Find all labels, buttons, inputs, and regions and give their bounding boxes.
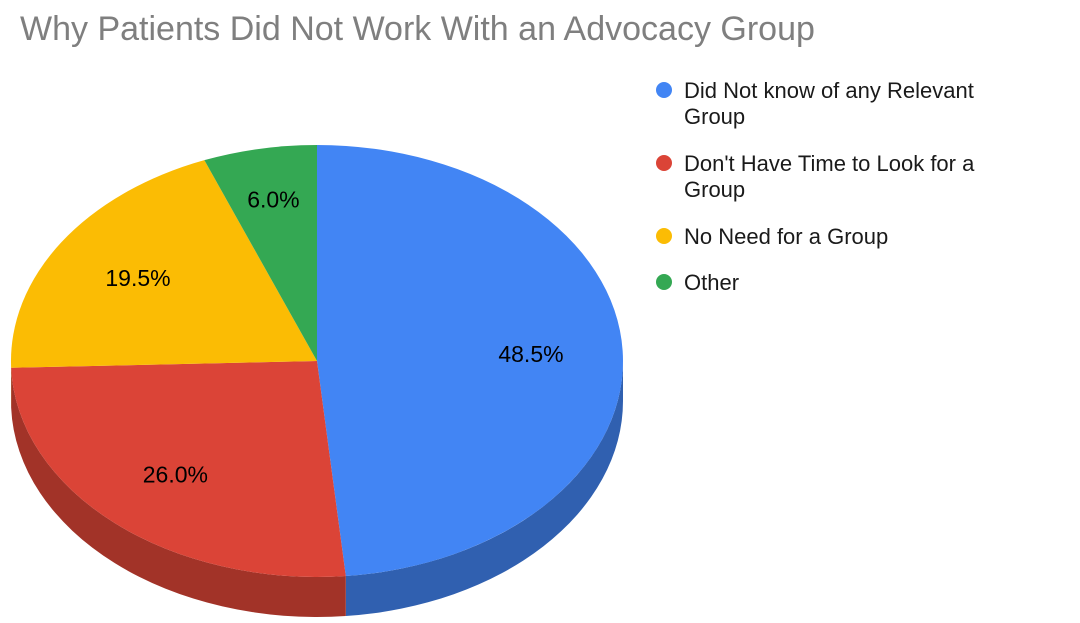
slice-value-label-2: 19.5% <box>105 265 170 291</box>
chart-legend: Did Not know of any Relevant Group Don't … <box>656 78 1066 296</box>
pie-slice-side-0 <box>345 361 623 617</box>
legend-label: Don't Have Time to Look for a Group <box>684 150 975 203</box>
legend-swatch-icon <box>656 154 672 171</box>
legend-label: Did Not know of any Relevant Group <box>684 78 974 130</box>
pie-slice-side-1 <box>11 367 346 617</box>
pie-slice-0 <box>317 145 623 577</box>
slice-value-label-1: 26.0% <box>143 461 208 487</box>
legend-label: No Need for a Group <box>684 223 889 249</box>
legend-swatch-icon <box>656 227 672 244</box>
legend-item-1: Don't Have Time to Look for a Group <box>656 151 1066 204</box>
legend-swatch-icon <box>656 82 672 98</box>
slice-value-label-3: 6.0% <box>247 187 299 213</box>
pie-slice-3 <box>204 145 317 361</box>
pie-slice-2 <box>10 160 317 368</box>
pie-slice-1 <box>11 361 346 577</box>
slice-value-label-0: 48.5% <box>498 341 563 367</box>
chart-title: Why Patients Did Not Work With an Advoca… <box>20 10 815 48</box>
legend-item-0: Did Not know of any Relevant Group <box>656 78 1066 131</box>
legend-swatch-icon <box>656 273 672 290</box>
legend-item-2: No Need for a Group <box>656 224 1066 250</box>
legend-item-3: Other <box>656 270 1066 296</box>
legend-label: Other <box>684 269 740 295</box>
